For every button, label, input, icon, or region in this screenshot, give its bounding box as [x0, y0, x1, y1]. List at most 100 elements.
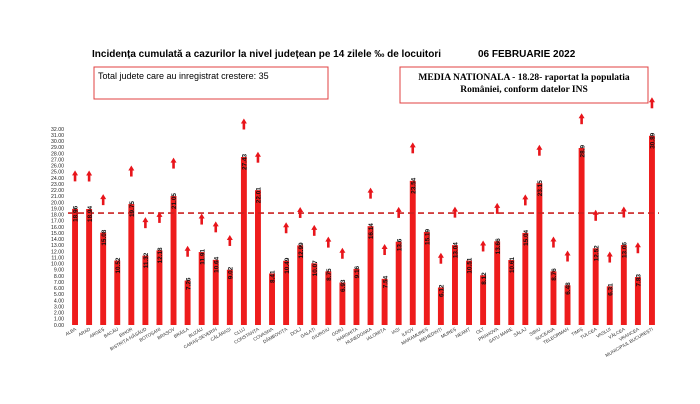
value-label: 8.76 — [551, 268, 558, 281]
y-tick-label: 20.00 — [51, 200, 64, 206]
bar — [86, 208, 93, 325]
bar — [564, 285, 571, 325]
value-label: 21.05 — [171, 193, 178, 209]
bar — [226, 269, 233, 325]
increase-arrow-icon — [198, 213, 205, 225]
value-label: 7.83 — [636, 274, 643, 287]
bar — [592, 248, 599, 325]
bar — [367, 226, 374, 325]
y-tick-label: 13.00 — [51, 243, 64, 249]
bar — [240, 156, 247, 325]
value-label: 15.04 — [523, 229, 530, 245]
y-tick-label: 4.00 — [54, 298, 64, 304]
x-tick-label: ARAD — [78, 326, 92, 337]
value-label: 19.75 — [129, 201, 136, 217]
bar — [522, 232, 529, 325]
increase-arrow-icon — [536, 144, 543, 156]
bar — [142, 255, 149, 325]
increase-arrow-icon — [212, 221, 219, 233]
increase-arrow-icon — [620, 206, 627, 218]
bar — [620, 245, 627, 325]
increase-arrow-icon — [128, 165, 135, 177]
y-tick-label: 17.00 — [51, 219, 64, 225]
bar — [480, 275, 487, 325]
bar — [634, 277, 641, 325]
increase-arrow-icon — [100, 194, 107, 206]
value-label: 28.9 — [579, 145, 586, 158]
value-label: 12.18 — [157, 247, 164, 263]
bar — [508, 260, 515, 325]
value-label: 9.16 — [354, 265, 361, 278]
value-label: 10.51 — [467, 257, 474, 273]
increase-arrow-icon — [564, 250, 571, 262]
increase-arrow-icon — [240, 118, 247, 130]
bar — [395, 241, 402, 325]
increase-arrow-icon — [437, 252, 444, 264]
bar — [311, 263, 318, 325]
increase-arrow-icon — [494, 202, 501, 214]
y-tick-label: 21.00 — [51, 194, 64, 200]
x-axis-labels: ALBA ARADARGEȘBACĂUBIHORBISTRIȚA-NĂSĂUDBO… — [64, 325, 654, 358]
value-label: 15.08 — [101, 229, 108, 245]
bar — [437, 287, 444, 325]
value-label: 27.43 — [242, 154, 249, 170]
x-tick-label: GORJ — [331, 327, 345, 338]
y-tick-label: 26.00 — [51, 164, 64, 170]
increase-arrow-icon — [395, 206, 402, 218]
value-label: 7.54 — [382, 275, 389, 288]
increase-arrow-icon — [86, 170, 93, 182]
bar — [649, 135, 655, 325]
y-tick-label: 5.00 — [54, 292, 64, 298]
value-label: 8.41 — [270, 270, 277, 283]
bar — [606, 286, 613, 325]
increase-arrow-icon — [480, 240, 487, 252]
value-label: 23.15 — [537, 180, 544, 196]
bar — [381, 278, 388, 325]
increase-arrow-icon — [297, 206, 304, 218]
value-label: 10.64 — [213, 256, 220, 272]
increase-arrow-icon — [634, 242, 641, 254]
x-tick-label: ILFOV — [401, 326, 416, 337]
bar — [325, 271, 332, 325]
national-average-line1: MEDIA NATIONALA - 18.28- raportat la pop… — [418, 73, 629, 83]
y-tick-label: 10.00 — [51, 262, 64, 268]
value-label: 18.94 — [87, 206, 94, 222]
bar — [198, 252, 205, 325]
bar — [72, 208, 78, 325]
value-label: 6.93 — [340, 279, 347, 292]
y-tick-label: 16.00 — [51, 225, 64, 231]
value-label: 13.06 — [622, 242, 629, 258]
bar — [269, 273, 275, 325]
bar — [128, 204, 135, 325]
x-tick-label: TIMIȘ — [571, 327, 584, 337]
value-label: 22.01 — [256, 187, 263, 203]
y-tick-label: 1.00 — [54, 317, 64, 323]
increase-arrow-icon — [578, 113, 585, 125]
bar — [536, 183, 543, 325]
value-label: 11.91 — [199, 249, 206, 265]
y-tick-label: 30.00 — [51, 139, 64, 145]
bar — [255, 190, 261, 325]
bar — [452, 245, 458, 325]
value-label: 11.32 — [143, 252, 150, 268]
value-label: 16.14 — [368, 223, 375, 239]
increase-arrow-icon — [409, 142, 416, 154]
bar — [494, 241, 501, 325]
y-tick-label: 0.00 — [54, 323, 64, 329]
bar — [550, 271, 557, 325]
y-tick-label: 11.00 — [51, 255, 64, 261]
value-label: 10.07 — [312, 260, 319, 276]
x-tick-label: SIBIU — [528, 327, 541, 337]
increase-arrow-icon — [170, 157, 177, 169]
increase-arrow-icon — [381, 244, 388, 256]
x-tick-label: OLT — [475, 326, 485, 335]
y-tick-label: 25.00 — [51, 170, 64, 176]
increase-arrow-icon — [254, 151, 261, 163]
increase-arrow-icon — [339, 247, 346, 259]
value-label: 7.26 — [185, 277, 192, 290]
bar — [100, 232, 107, 325]
y-tick-label: 28.00 — [51, 151, 64, 157]
bar — [212, 259, 219, 325]
increase-arrow-icon — [72, 170, 79, 182]
value-label: 12.99 — [298, 242, 305, 258]
